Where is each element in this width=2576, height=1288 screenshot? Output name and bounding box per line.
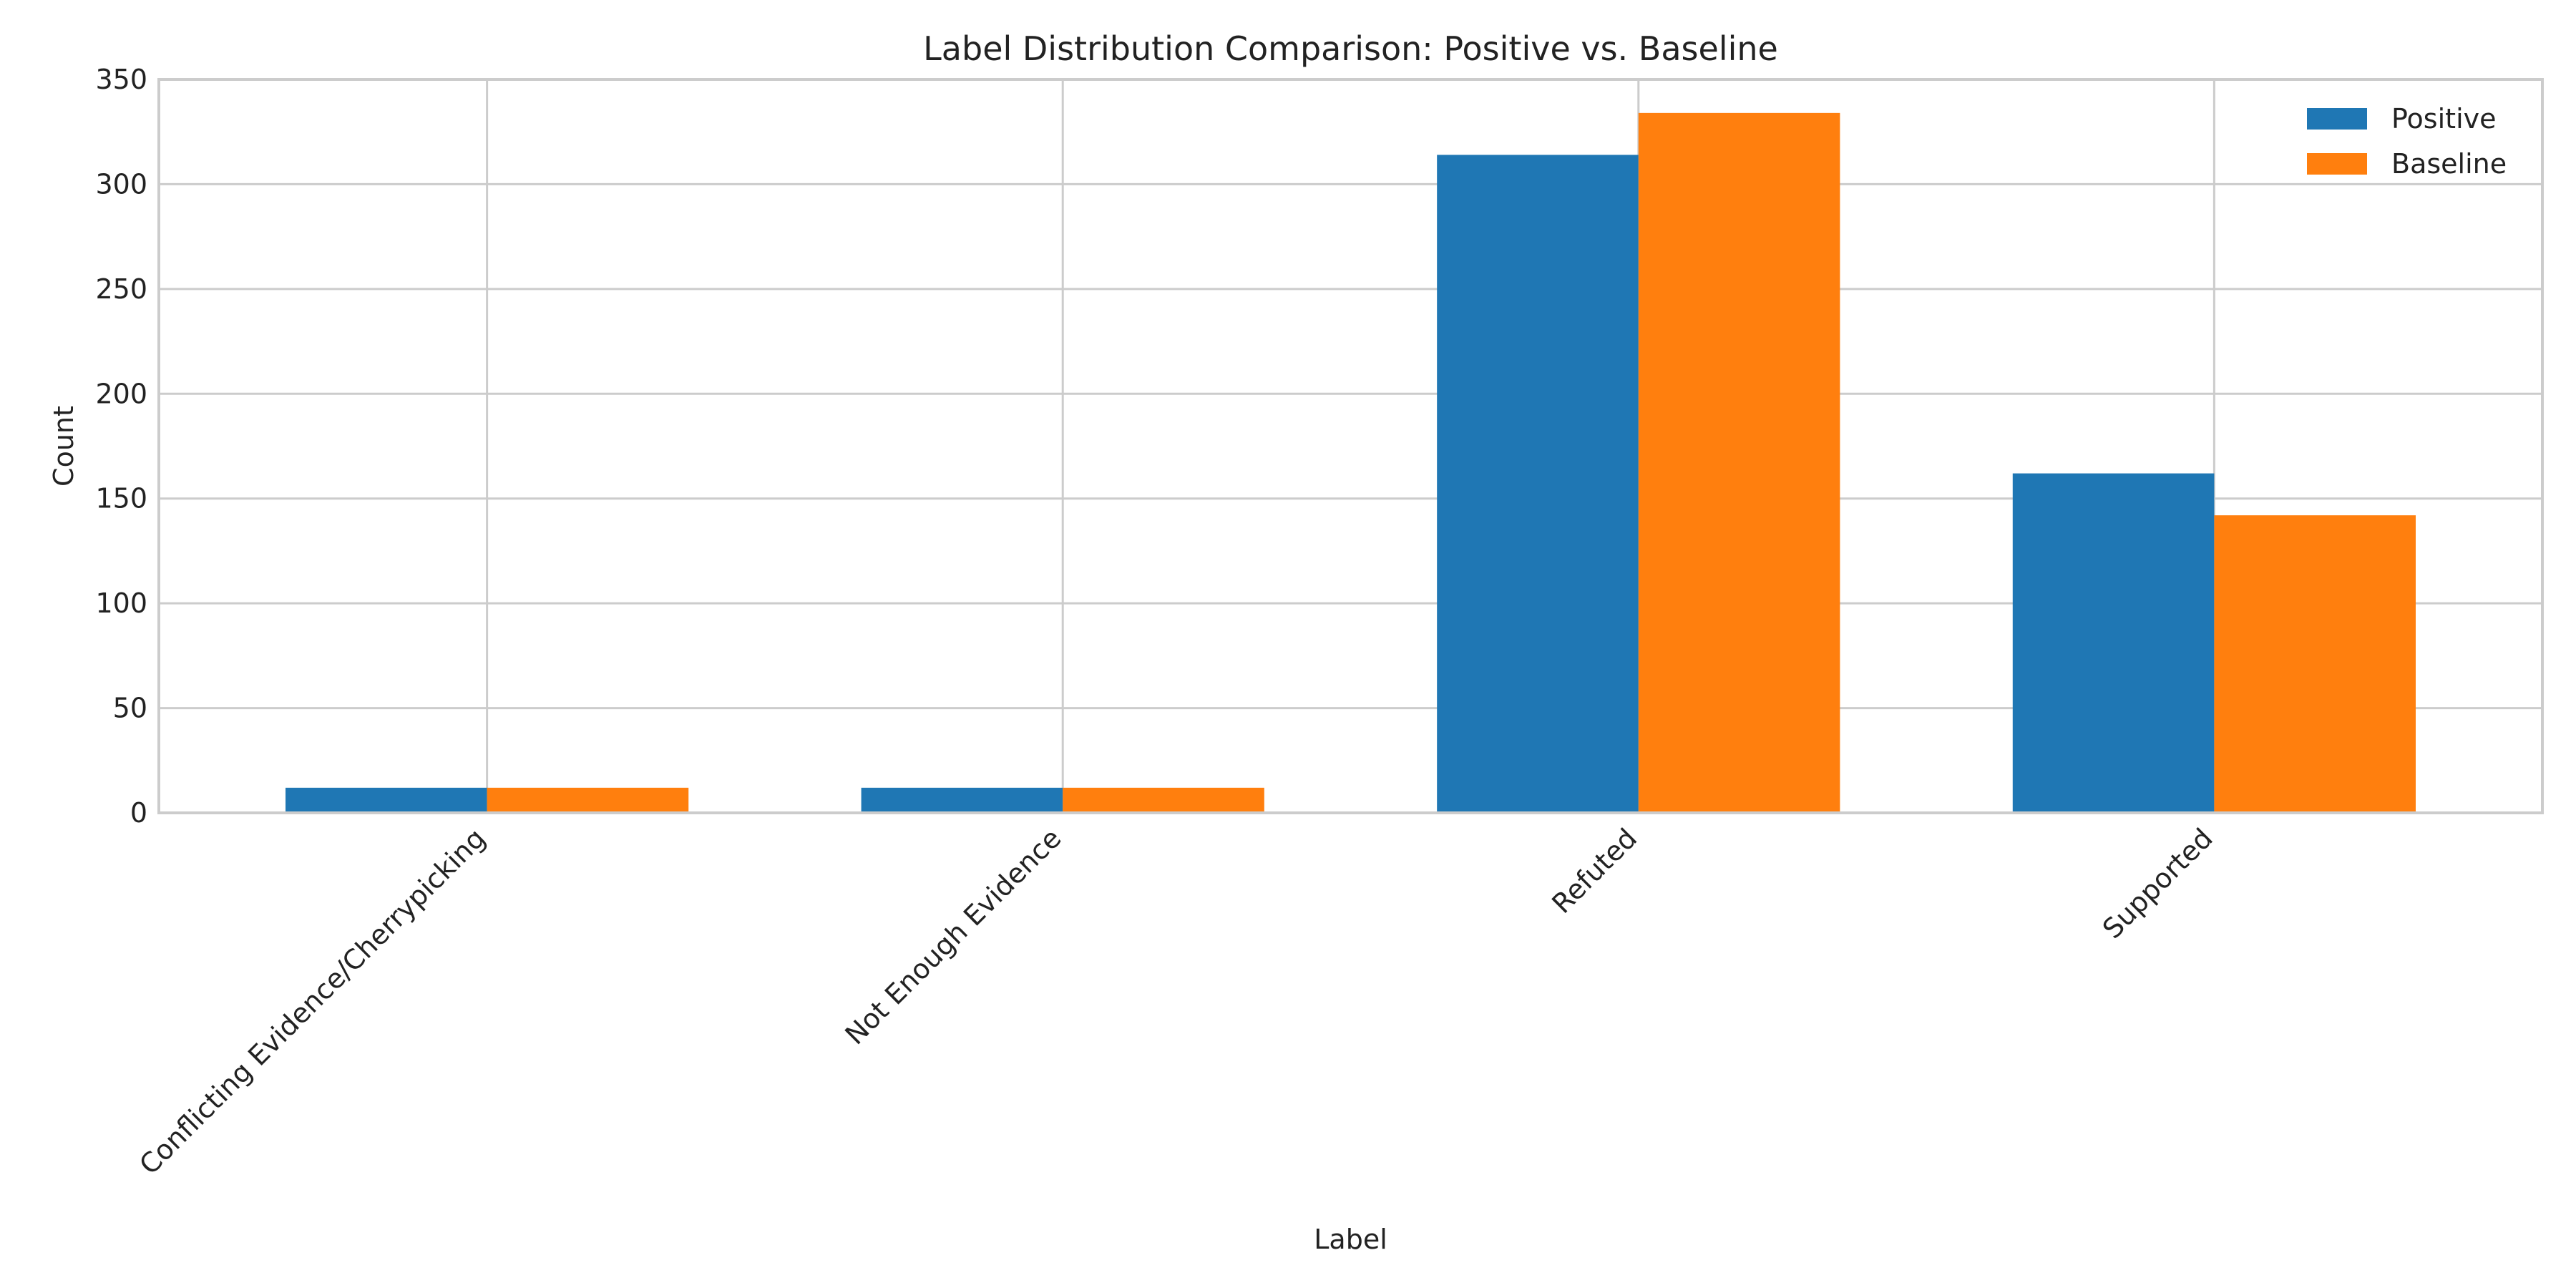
y-tick-label: 0 [130, 797, 147, 829]
bar-baseline-0 [487, 787, 689, 813]
y-tick-label: 350 [95, 64, 147, 95]
bar-baseline-1 [1063, 787, 1264, 813]
bar-positive-3 [2012, 473, 2215, 813]
chart-title: Label Distribution Comparison: Positive … [923, 29, 1778, 68]
legend-label-baseline: Baseline [2391, 148, 2507, 180]
bar-baseline-2 [1638, 112, 1840, 813]
y-axis-ticks: 0 50 100 150 200 250 300 350 [95, 64, 147, 829]
x-axis-title: Label [1314, 1224, 1387, 1255]
legend-swatch-positive [2307, 108, 2367, 130]
y-tick-label: 250 [95, 273, 147, 305]
legend: Positive Baseline [2307, 103, 2507, 180]
bar-positive-1 [861, 787, 1063, 813]
y-tick-label: 100 [95, 587, 147, 619]
bars [286, 112, 2416, 813]
legend-label-positive: Positive [2391, 103, 2497, 135]
legend-swatch-baseline [2307, 153, 2367, 175]
bar-baseline-3 [2214, 515, 2416, 813]
y-axis-title: Count [48, 406, 79, 487]
y-tick-label: 200 [95, 378, 147, 409]
plot-frame [157, 78, 2544, 814]
y-tick-label: 300 [95, 168, 147, 200]
y-tick-label: 50 [113, 693, 147, 724]
y-tick-label: 150 [95, 483, 147, 514]
bar-positive-0 [286, 787, 487, 813]
bar-positive-2 [1437, 155, 1639, 813]
